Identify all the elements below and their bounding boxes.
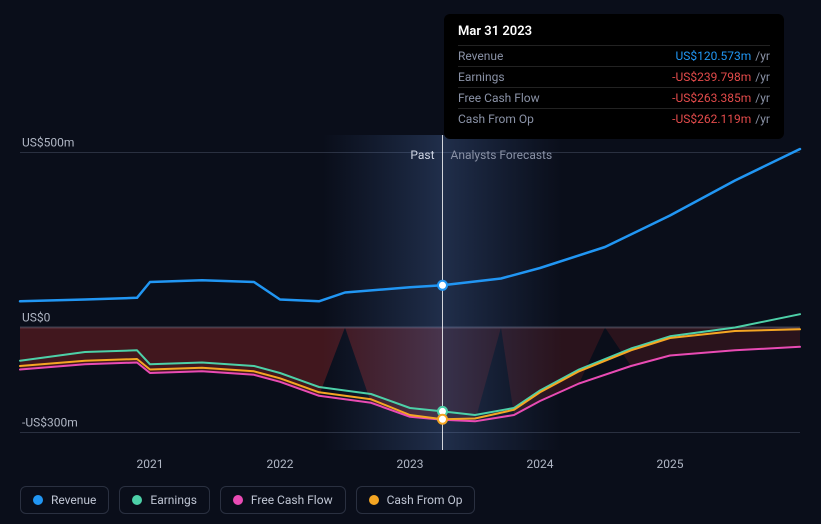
- y-axis-label: US$500m: [22, 136, 74, 150]
- legend-dot-icon: [132, 495, 142, 505]
- series-marker-cfo: [438, 415, 447, 424]
- series-marker-revenue: [438, 281, 447, 290]
- legend-dot-icon: [369, 495, 379, 505]
- x-axis-label: 2022: [267, 457, 294, 471]
- legend-dot-icon: [33, 495, 43, 505]
- tooltip-rows: Revenue US$120.573m/yr Earnings -US$239.798…: [458, 45, 770, 129]
- tooltip-row: Earnings -US$239.798m/yr: [458, 66, 770, 87]
- x-axis-label: 2024: [527, 457, 554, 471]
- divider-label-past: Past: [410, 148, 434, 162]
- legend-item-label: Earnings: [150, 493, 197, 507]
- legend-item-label: Free Cash Flow: [251, 493, 333, 507]
- legend-item-cfo[interactable]: Cash From Op: [356, 486, 476, 514]
- tooltip-row: Cash From Op -US$262.119m/yr: [458, 108, 770, 129]
- legend-item-label: Cash From Op: [387, 493, 463, 507]
- tooltip-row: Free Cash Flow -US$263.385m/yr: [458, 87, 770, 108]
- tooltip-row-value: -US$263.385m/yr: [672, 91, 770, 105]
- tooltip-row-label: Revenue: [458, 49, 503, 63]
- tooltip-row-value: -US$262.119m/yr: [672, 112, 770, 126]
- hover-tooltip: Mar 31 2023 Revenue US$120.573m/yr Earning…: [444, 14, 784, 139]
- legend-item-fcf[interactable]: Free Cash Flow: [220, 486, 346, 514]
- legend-item-revenue[interactable]: Revenue: [20, 486, 109, 514]
- financial-line-chart: US$500m US$0 -US$300m 2021 2022 2023 2024 2025 P…: [0, 0, 821, 524]
- legend-item-earnings[interactable]: Earnings: [119, 486, 210, 514]
- tooltip-row-label: Free Cash Flow: [458, 91, 540, 105]
- x-axis-label: 2023: [397, 457, 424, 471]
- tooltip-row-value: -US$239.798m/yr: [672, 70, 770, 84]
- tooltip-row-label: Earnings: [458, 70, 505, 84]
- y-axis-label: -US$300m: [22, 416, 78, 430]
- divider-label-forecast: Analysts Forecasts: [451, 148, 553, 162]
- legend-dot-icon: [233, 495, 243, 505]
- x-axis-label: 2025: [657, 457, 684, 471]
- tooltip-row-label: Cash From Op: [458, 112, 534, 126]
- chart-legend: Revenue Earnings Free Cash Flow Cash From O…: [20, 486, 475, 514]
- y-axis-label: US$0: [22, 311, 51, 325]
- tooltip-date: Mar 31 2023: [458, 24, 770, 45]
- x-axis-label: 2021: [137, 457, 164, 471]
- tooltip-row: Revenue US$120.573m/yr: [458, 45, 770, 66]
- tooltip-row-value: US$120.573m/yr: [675, 49, 770, 63]
- legend-item-label: Revenue: [51, 493, 96, 507]
